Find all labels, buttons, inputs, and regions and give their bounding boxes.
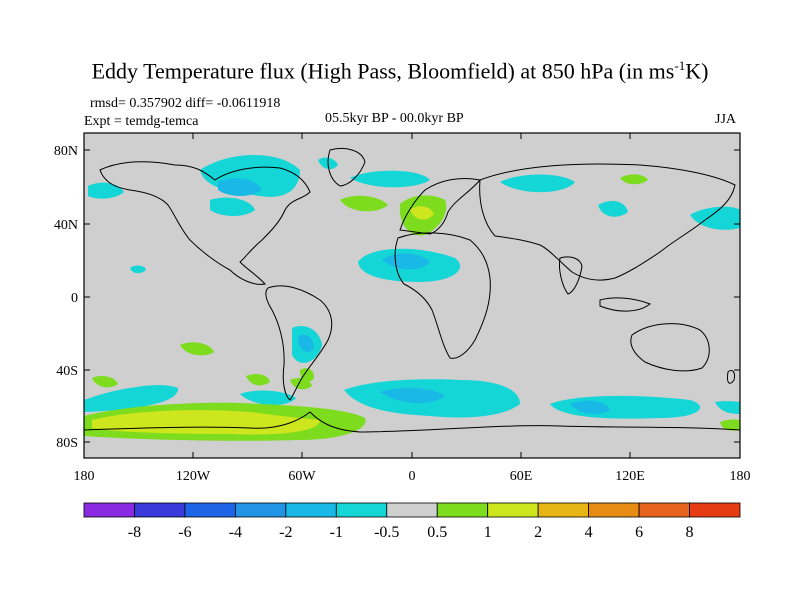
lon-label: 120E bbox=[615, 469, 645, 484]
anomaly-region bbox=[500, 174, 575, 193]
coastline-indonesia bbox=[599, 297, 651, 312]
colorbar-label: 2 bbox=[534, 524, 542, 541]
anomaly-region bbox=[620, 174, 648, 185]
lon-label: 60W bbox=[288, 469, 316, 484]
anomaly-region bbox=[92, 376, 118, 388]
coastline-india bbox=[559, 256, 583, 295]
colorbar-label: -8 bbox=[128, 524, 141, 541]
anomaly-region bbox=[382, 253, 430, 270]
anomaly-region bbox=[210, 197, 255, 216]
anomaly-region bbox=[380, 387, 445, 404]
anomaly-region bbox=[180, 342, 214, 356]
colorbar-label: -2 bbox=[279, 524, 292, 541]
coastline-antarctica bbox=[84, 411, 740, 433]
map-title: Eddy Temperature flux (High Pass, Bloomf… bbox=[91, 58, 709, 84]
lat-label: 80N bbox=[54, 144, 78, 159]
lat-label: 0 bbox=[71, 291, 78, 306]
colorbar-swatch bbox=[134, 502, 186, 518]
colorbar-label: 8 bbox=[686, 524, 694, 541]
colorbar-swatch bbox=[487, 502, 539, 518]
anomaly-region bbox=[130, 265, 146, 274]
coastlines bbox=[84, 148, 740, 433]
coastline-south-america bbox=[265, 285, 333, 401]
stats-label: rmsd= 0.357902 diff= -0.0611918 bbox=[90, 96, 281, 111]
lon-label: 180 bbox=[730, 469, 751, 484]
colorbar-swatch bbox=[638, 502, 690, 518]
anomaly-region bbox=[410, 206, 434, 220]
anomaly-region bbox=[298, 334, 314, 352]
coastline-africa bbox=[394, 232, 491, 359]
colorbar-swatch bbox=[588, 502, 640, 518]
colorbar-swatch bbox=[537, 502, 590, 518]
lon-label: 60E bbox=[510, 469, 533, 484]
anomaly-region bbox=[88, 182, 124, 199]
colorbar-label: -4 bbox=[229, 524, 242, 541]
colorbar-swatch bbox=[436, 502, 489, 518]
anomaly-field bbox=[84, 155, 740, 441]
anomaly-region bbox=[720, 419, 740, 431]
period-label: 05.5kyr BP - 00.0kyr BP bbox=[325, 111, 464, 126]
anomaly-region bbox=[570, 400, 610, 414]
coastline-north-america bbox=[99, 161, 311, 285]
anomaly-region bbox=[218, 178, 262, 196]
longitude-labels: 180 120W 60W 0 60E 120E 180 bbox=[74, 469, 751, 484]
coastline-australia bbox=[630, 323, 710, 372]
colorbar-swatch bbox=[386, 502, 438, 518]
anomaly-region bbox=[340, 195, 388, 212]
colorbar-labels: -8 -6 -4 -2 -1 -0.5 0.5 1 2 4 6 8 bbox=[128, 524, 694, 541]
anomaly-region bbox=[715, 401, 740, 414]
colorbar-swatch bbox=[234, 502, 287, 518]
anomaly-region bbox=[84, 385, 179, 412]
lon-label: 120W bbox=[176, 469, 211, 484]
coastline-greenland bbox=[327, 148, 366, 187]
colorbar-swatch bbox=[689, 502, 741, 518]
colorbar-label: -1 bbox=[330, 524, 343, 541]
lon-label: 180 bbox=[74, 469, 95, 484]
anomaly-region bbox=[350, 170, 430, 188]
lat-label: 40S bbox=[56, 364, 78, 379]
axis-ticks bbox=[84, 133, 740, 458]
colorbar-swatch bbox=[335, 502, 388, 518]
lat-label: 40N bbox=[54, 218, 78, 233]
anomaly-region bbox=[240, 390, 296, 406]
anomaly-region bbox=[290, 378, 312, 390]
season-label: JJA bbox=[715, 112, 737, 127]
anomaly-region bbox=[598, 200, 628, 217]
lon-label: 0 bbox=[409, 469, 416, 484]
colorbar-label: -6 bbox=[178, 524, 191, 541]
colorbar-label: 1 bbox=[484, 524, 492, 541]
coastline-new-zealand bbox=[727, 369, 735, 384]
colorbar-label: -0.5 bbox=[374, 524, 399, 541]
colorbar-swatch bbox=[184, 502, 236, 518]
latitude-labels: 80N 40N 0 40S 80S bbox=[54, 144, 78, 451]
colorbar-swatch bbox=[83, 502, 135, 518]
coastline-asia bbox=[479, 163, 736, 281]
colorbar-swatch bbox=[285, 502, 337, 518]
colorbar-label: 0.5 bbox=[427, 524, 447, 541]
colorbar-label: 4 bbox=[585, 524, 593, 541]
anomaly-region bbox=[246, 374, 270, 386]
lat-label: 80S bbox=[56, 436, 78, 451]
experiment-label: Expt = temdg-temca bbox=[84, 114, 199, 129]
anomaly-region bbox=[690, 206, 740, 230]
colorbar bbox=[83, 502, 741, 518]
colorbar-label: 6 bbox=[635, 524, 643, 541]
